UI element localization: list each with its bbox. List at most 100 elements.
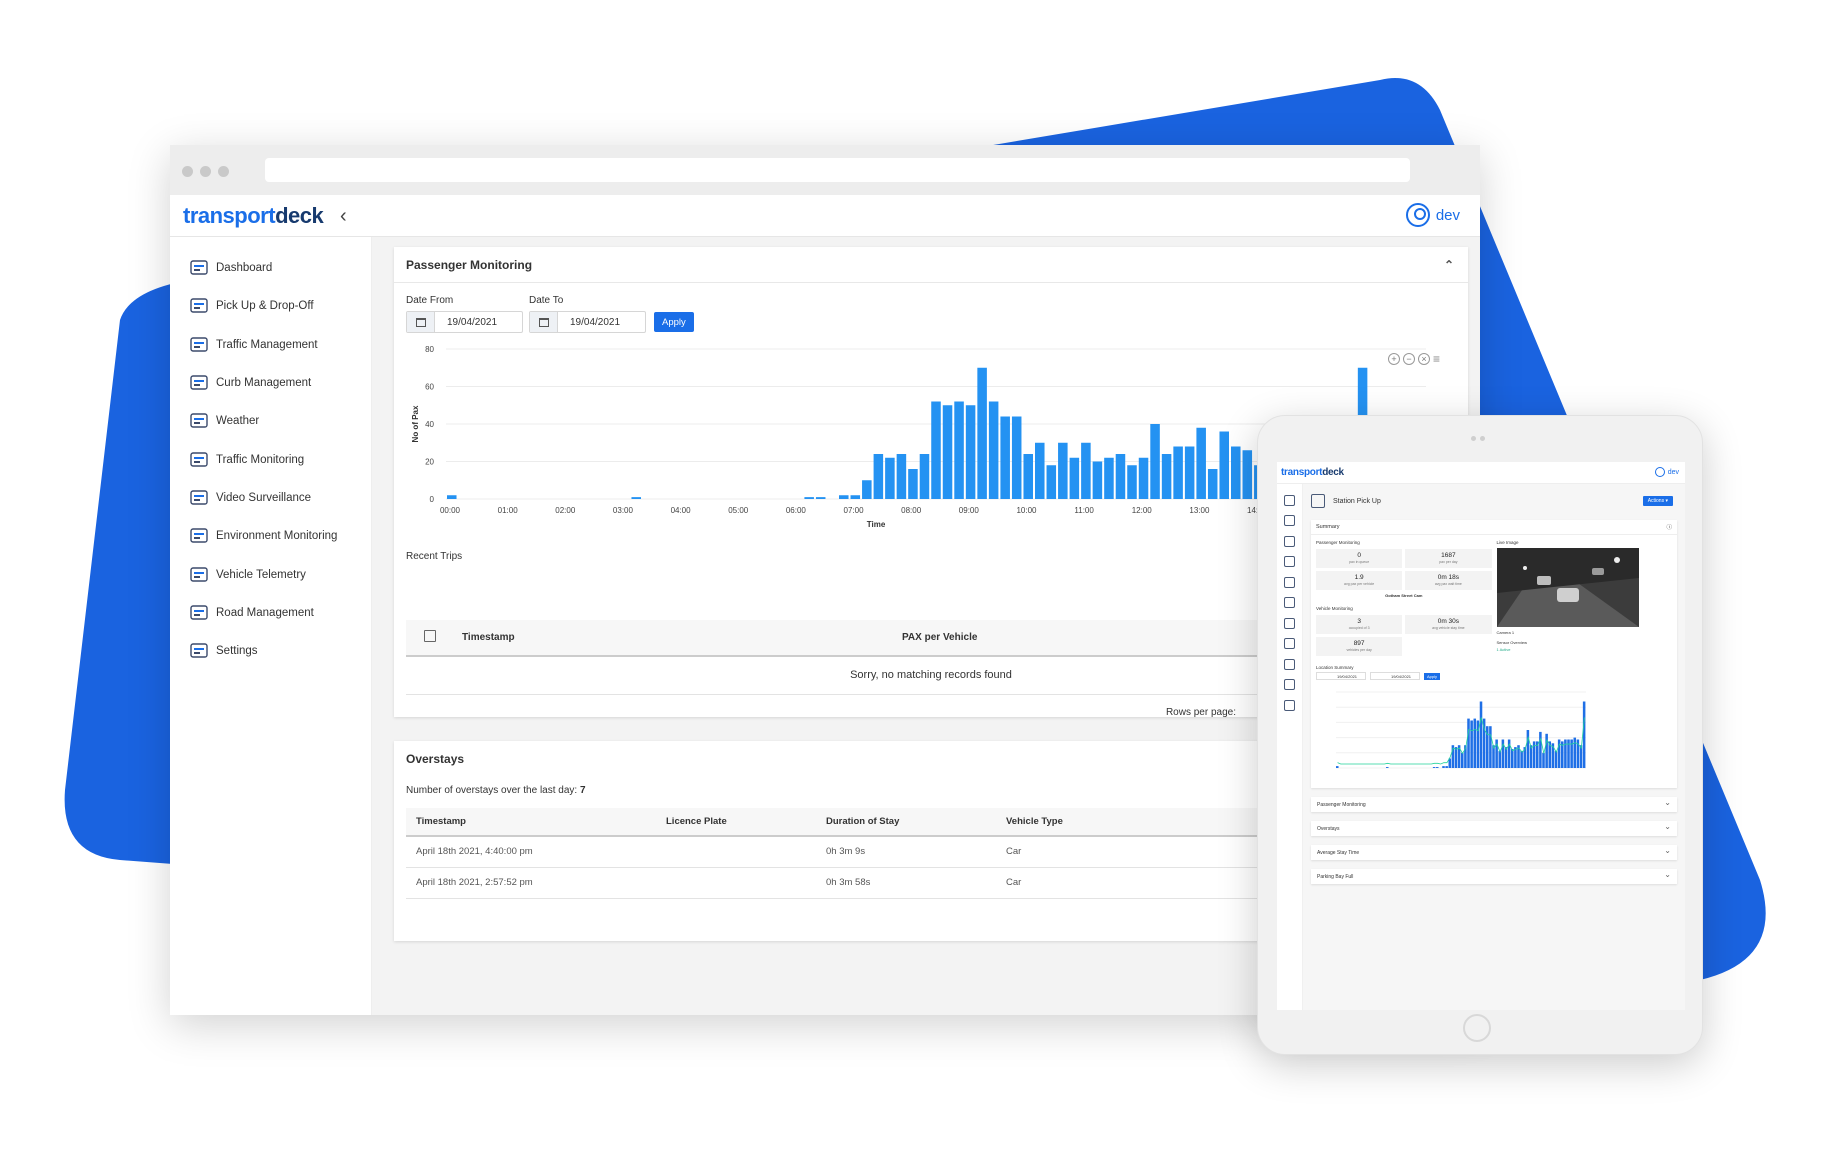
summary-title: Summary <box>1316 524 1340 530</box>
date-to-field[interactable]: 19/04/2021 <box>529 311 646 333</box>
sidebar-item-label: Weather <box>216 415 260 428</box>
page-title: Station Pick Up <box>1333 497 1381 505</box>
sidebar-item-dashboard[interactable]: Dashboard <box>170 249 371 287</box>
date-from-label: Date From <box>406 295 454 306</box>
camera-icon[interactable] <box>1277 613 1302 634</box>
sidebar-item-weather[interactable]: Weather <box>170 402 371 440</box>
mini-chart-bar <box>1495 739 1498 768</box>
leaf-shield-icon[interactable] <box>1277 634 1302 655</box>
chart-bar <box>1069 457 1080 499</box>
stat-value: 1687 <box>1441 552 1456 559</box>
user-circle-icon <box>1654 467 1665 477</box>
tablet-date-from[interactable]: 19/04/2021 <box>1316 672 1366 680</box>
sidebar-item-label: Vehicle Telemetry <box>216 568 306 581</box>
user-name: dev <box>1435 206 1460 224</box>
user-menu[interactable]: dev <box>1654 467 1679 477</box>
chart-bar <box>896 454 907 499</box>
column-header[interactable]: Duration of Stay <box>816 808 996 837</box>
zoom-out-icon[interactable]: − <box>1402 353 1415 365</box>
sidebar-item-pick-up-drop-off[interactable]: Pick Up & Drop-Off <box>170 287 371 325</box>
logo-text-part2: deck <box>1322 467 1344 478</box>
logo-text-part2: deck <box>275 203 324 228</box>
browser-toolbar <box>170 145 1480 195</box>
chart-bar <box>1184 446 1195 499</box>
accordion-passenger-monitoring[interactable]: Passenger Monitoring <box>1311 797 1677 812</box>
chart-bar <box>1000 416 1010 499</box>
table-cell <box>656 836 816 868</box>
stat-label: avg pax per vehicle <box>1344 582 1375 586</box>
chart-bar <box>1219 431 1229 499</box>
chart-bar <box>1207 469 1218 499</box>
mini-chart-bar <box>1536 741 1539 768</box>
chevron-up-icon[interactable]: ⌃ <box>1443 258 1454 272</box>
mini-chart-line <box>1337 717 1585 765</box>
select-all-checkbox[interactable] <box>424 630 436 642</box>
sidebar-item-label: Dashboard <box>216 262 273 275</box>
stat-tile: 1687 pax per day <box>1405 549 1492 568</box>
apply-button[interactable]: Apply <box>654 312 694 332</box>
chart-bar <box>1058 442 1068 499</box>
accordion-parking-bay-full[interactable]: Parking Bay Full <box>1311 869 1677 884</box>
zoom-in-icon[interactable]: + <box>1387 353 1400 365</box>
mini-chart-bar <box>1582 701 1586 768</box>
rows-per-page-label: Rows per page: <box>1165 706 1236 718</box>
sidebar-item-curb-management[interactable]: Curb Management <box>170 364 371 402</box>
info-icon[interactable]: ⓘ <box>1666 525 1672 531</box>
mini-chart-bar <box>1467 718 1470 768</box>
chart-bar <box>1138 457 1149 499</box>
stat-value: 897 <box>1353 640 1365 647</box>
vehicle-monitoring-label: Vehicle Monitoring <box>1316 606 1353 611</box>
user-menu[interactable]: dev <box>1405 203 1460 227</box>
x-tick-label: 12:00 <box>1132 506 1153 515</box>
brand-logo[interactable]: transportdeck <box>183 203 324 229</box>
sidebar-item-traffic-monitoring[interactable]: Traffic Monitoring <box>170 440 371 478</box>
sidebar-item-environment-monitoring[interactable]: Environment Monitoring <box>170 517 371 555</box>
reset-zoom-icon[interactable]: × <box>1417 353 1430 365</box>
table-cell <box>656 867 816 899</box>
column-header-timestamp[interactable]: Timestamp <box>462 620 902 657</box>
window-dot <box>200 166 211 177</box>
mini-chart-bar <box>1476 720 1480 768</box>
mini-chart-bar <box>1573 737 1577 768</box>
traffic-monitor-icon[interactable] <box>1277 593 1302 614</box>
traffic-monitor-icon <box>187 448 211 472</box>
traffic-light-icon[interactable] <box>1277 531 1302 552</box>
recent-trips-heading: Recent Trips <box>406 551 463 562</box>
sidebar: Dashboard Pick Up & Drop-Off Traffic Manag… <box>170 237 372 1015</box>
chart-bar <box>942 405 953 499</box>
car-pickup-icon[interactable] <box>1277 511 1302 532</box>
live-camera-image[interactable] <box>1496 548 1639 627</box>
settings-icon[interactable] <box>1277 695 1302 716</box>
chart-bar <box>1150 424 1160 499</box>
date-from-field[interactable]: 19/04/2021 <box>406 311 523 333</box>
tablet-apply-button[interactable]: Apply <box>1424 673 1441 680</box>
column-header[interactable]: Timestamp <box>406 808 656 837</box>
weather-icon[interactable] <box>1277 572 1302 593</box>
curb-icon[interactable] <box>1277 552 1302 573</box>
sidebar-item-label: Pick Up & Drop-Off <box>216 300 314 313</box>
sidebar-item-traffic-management[interactable]: Traffic Management <box>170 326 371 364</box>
sidebar-item-vehicle-telemetry[interactable]: Vehicle Telemetry <box>170 555 371 593</box>
chart-bar <box>815 497 826 499</box>
dashboard-icon[interactable] <box>1277 490 1302 511</box>
road-icon[interactable] <box>1277 675 1302 696</box>
accordion-overstays[interactable]: Overstays <box>1311 821 1677 836</box>
chevron-left-icon[interactable]: ‹ <box>340 205 347 227</box>
x-axis-label: Time <box>867 520 886 529</box>
tablet-date-to[interactable]: 19/04/2021 <box>1370 672 1420 680</box>
brand-logo[interactable]: transportdeck <box>1281 467 1344 478</box>
location-mini-chart <box>1336 691 1586 769</box>
sidebar-item-label: Environment Monitoring <box>216 530 338 543</box>
accordion-average-stay-time[interactable]: Average Stay Time <box>1311 845 1677 860</box>
sidebar-item-settings[interactable]: Settings <box>170 632 371 670</box>
vehicle-telemetry-icon[interactable] <box>1277 654 1302 675</box>
address-bar[interactable] <box>265 158 1410 182</box>
mini-chart-bar <box>1501 739 1505 768</box>
actions-button[interactable]: Actions ▾ <box>1642 496 1673 506</box>
sidebar-item-video-surveillance[interactable]: Video Surveillance <box>170 479 371 517</box>
mini-chart-bar <box>1336 766 1339 768</box>
tablet-main: Station Pick Up Actions ▾ Summary ⓘ Passe… <box>1303 484 1685 1010</box>
column-header[interactable]: Licence Plate <box>656 808 816 837</box>
sidebar-item-road-management[interactable]: Road Management <box>170 594 371 632</box>
menu-icon[interactable]: ≡ <box>1432 352 1440 366</box>
